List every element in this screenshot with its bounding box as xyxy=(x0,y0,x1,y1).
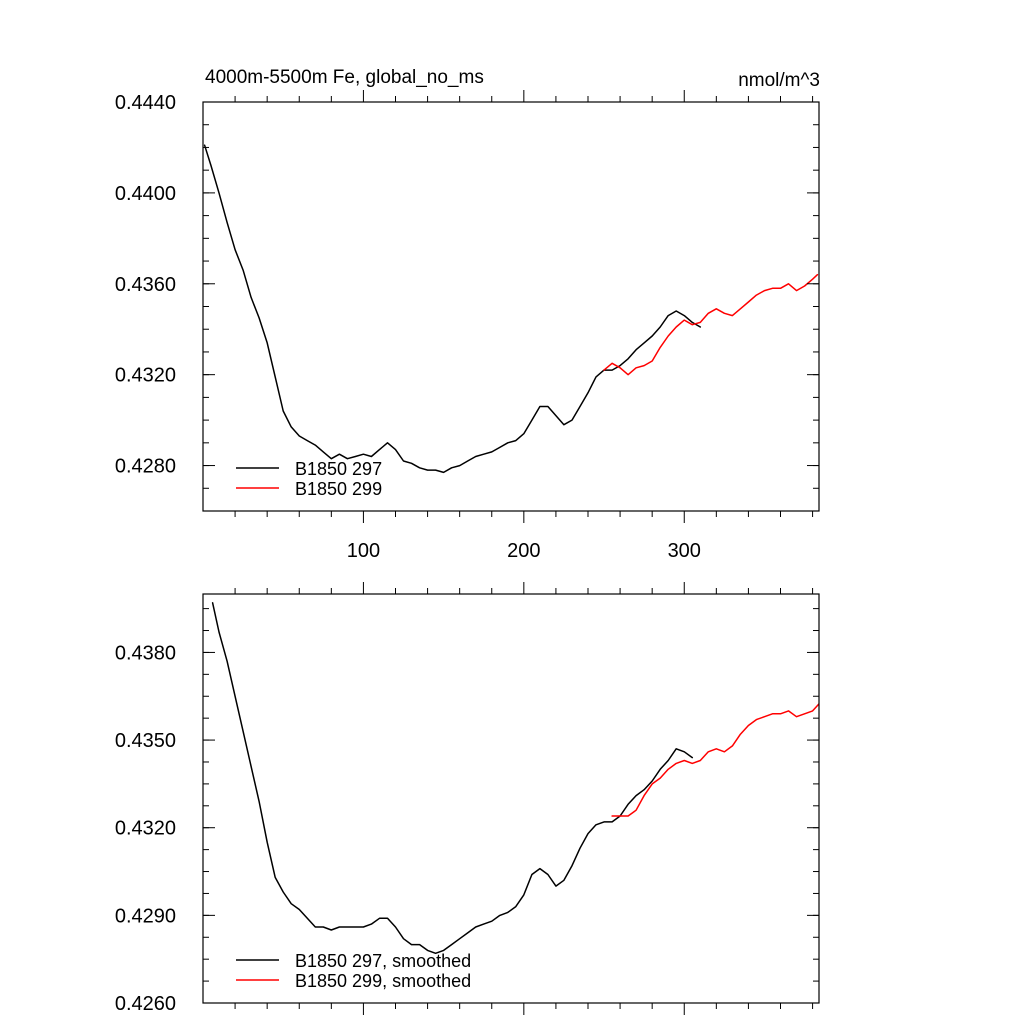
y-tick-label: 0.4260 xyxy=(115,993,176,1015)
series-line-b1850-297 xyxy=(211,602,694,955)
y-tick-label: 0.4290 xyxy=(115,905,176,927)
bottom-panel: 0.4260 0.4290 0.4320 0.4350 0.4380 B1850 297… xyxy=(115,582,820,1015)
y-tick-label: 0.4380 xyxy=(115,642,176,664)
legend-label: B1850 297 xyxy=(295,459,382,479)
plot-frame xyxy=(202,101,820,512)
units-label: nmol/m^3 xyxy=(738,70,820,91)
legend-label: B1850 297, smoothed xyxy=(295,951,471,971)
chart-title: 4000m-5500m Fe, global_no_ms xyxy=(205,67,484,88)
series-line-b1850-297 xyxy=(203,144,702,474)
x-tick-label: 100 xyxy=(347,540,380,562)
y-tick-label: 0.4320 xyxy=(115,365,176,387)
y-tick-label: 0.4440 xyxy=(115,92,176,114)
y-tick-label: 0.4350 xyxy=(115,730,176,752)
x-tick-label: 200 xyxy=(507,540,540,562)
top-panel: 4000m-5500m Fe, global_no_ms nmol/m^3 0.… xyxy=(115,67,820,562)
x-tick-label: 300 xyxy=(668,540,701,562)
y-tick-label: 0.4320 xyxy=(115,818,176,840)
series-line-b1850-299 xyxy=(603,273,819,376)
series-line-b1850-299 xyxy=(611,702,819,817)
plot-frame xyxy=(202,593,820,1004)
y-tick-label: 0.4360 xyxy=(115,274,176,296)
legend-label: B1850 299 xyxy=(295,479,382,499)
legend-label: B1850 299, smoothed xyxy=(295,971,471,991)
y-tick-label: 0.4280 xyxy=(115,456,176,478)
y-tick-label: 0.4400 xyxy=(115,183,176,205)
